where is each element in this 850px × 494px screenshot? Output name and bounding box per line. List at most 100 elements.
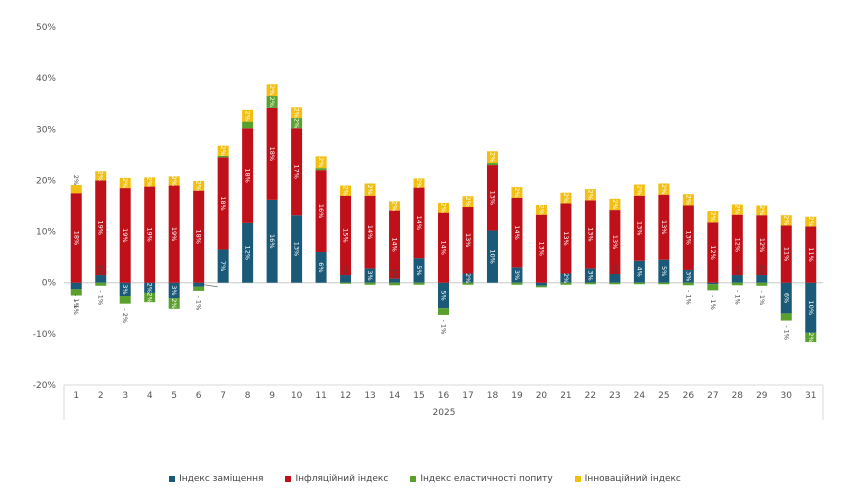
bar-segment	[462, 273, 474, 283]
x-tick-label: 27	[707, 391, 718, 401]
bar-segment	[682, 205, 694, 270]
bar-data-label: 19%	[146, 227, 154, 241]
x-tick-label: 18	[487, 391, 499, 401]
bar-data-label: 5%	[440, 290, 448, 300]
bar-segment	[535, 285, 547, 288]
bar-segment	[168, 185, 180, 283]
bar-segment	[584, 282, 596, 285]
bar-data-label: 2%	[195, 181, 203, 191]
bar-data-label: - 1%	[684, 290, 692, 305]
bar-data-label: 3%	[684, 271, 692, 281]
legend: Індекс заміщення Інфляційний індекс Індекс…	[0, 471, 850, 487]
bar-segment	[413, 282, 425, 285]
bar-data-label: 14%	[440, 240, 448, 254]
bar-data-label: 2%	[72, 175, 80, 185]
bar-data-label: 2%	[121, 178, 129, 188]
bar-segment	[731, 204, 743, 215]
bar-segment	[780, 282, 792, 314]
x-tick-label: 14	[389, 391, 401, 401]
bar-data-label: 13%	[537, 241, 545, 255]
bar-data-label: 5%	[415, 265, 423, 275]
bar-segment	[413, 187, 425, 259]
bar-data-label: 2%	[684, 195, 692, 205]
bar-data-label: 2%	[170, 298, 178, 308]
y-tick-label: 20%	[36, 176, 56, 186]
bar-data-label: 13%	[586, 227, 594, 241]
bar-data-label: - 1%	[72, 294, 80, 309]
bar-segment	[707, 282, 719, 285]
bar-data-label: 2%	[611, 264, 619, 274]
bar-data-label: 2%	[464, 196, 472, 206]
bar-data-label: 2%	[317, 157, 325, 167]
y-tick-label: 30%	[36, 125, 56, 135]
bar-segment	[707, 222, 719, 283]
bar-segment	[242, 109, 254, 122]
bar-data-label: 2%	[562, 273, 570, 283]
bar-data-label: 10%	[807, 301, 815, 315]
bar-segment	[95, 275, 107, 283]
bar-segment	[193, 286, 205, 291]
bar-segment	[389, 282, 401, 286]
bar-data-label: 14%	[513, 225, 521, 239]
bar-data-label: 13%	[635, 221, 643, 235]
bar-segment	[340, 195, 352, 276]
bar-data-label: 19%	[121, 228, 129, 242]
bar-data-label: 2%	[219, 146, 227, 156]
x-tick-label: 13	[364, 391, 375, 401]
bar-data-label: 2%	[342, 186, 350, 196]
bar-segment	[242, 121, 254, 129]
bar-data-label: 2%	[782, 215, 790, 225]
x-tick-label: 16	[438, 391, 450, 401]
bar-segment	[486, 230, 498, 283]
x-tick-label: 6	[196, 391, 202, 401]
bar-data-label: 2%	[97, 265, 105, 275]
bar-data-label: 2%	[537, 205, 545, 215]
bar-segment	[756, 215, 768, 276]
bar-segment	[70, 289, 82, 296]
bar-segment	[315, 156, 327, 169]
bar-data-label: 2%	[268, 85, 276, 95]
bar-segment	[266, 84, 278, 97]
bar-segment	[144, 292, 156, 303]
legend-item[interactable]: Інноваційний індекс	[574, 474, 681, 484]
bar-data-label: 3%	[586, 270, 594, 280]
bar-segment	[780, 215, 792, 226]
bar-segment	[291, 118, 303, 129]
bar-data-label: 7%	[219, 261, 227, 271]
bar-data-label: 6%	[782, 293, 790, 303]
bar-data-label: 1%	[391, 268, 399, 278]
bar-data-label: 2%	[366, 184, 374, 194]
bar-data-label: 2%	[807, 332, 815, 342]
bar-data-label: 6%	[317, 262, 325, 272]
x-tick-label: 8	[245, 391, 251, 401]
y-tick-label: 50%	[36, 23, 56, 33]
stacked-bar-chart: -20%-10%0%10%20%30%40%50%1 2 3 4 5 6 7 8 9 10 11 12…	[33, 23, 824, 420]
bar-segment	[340, 275, 352, 283]
y-tick-label: -10%	[33, 330, 57, 340]
bars-layer	[70, 84, 817, 343]
bar-segment	[242, 128, 254, 223]
bar-segment	[731, 214, 743, 276]
bar-data-label: 12%	[709, 245, 717, 259]
bar-data-label: 2%	[586, 190, 594, 200]
bar-segment	[364, 195, 376, 269]
bar-segment	[340, 282, 352, 284]
x-tick-label: 10	[291, 391, 303, 401]
legend-item[interactable]: Інфляційний індекс	[285, 474, 388, 484]
bar-data-label: 11%	[807, 247, 815, 261]
bar-data-label: 18%	[268, 147, 276, 161]
bar-data-label: - 1%	[440, 320, 448, 335]
legend-item[interactable]: Індекс заміщення	[169, 474, 263, 484]
bar-segment	[364, 183, 376, 196]
axis-layer: -20%-10%0%10%20%30%40%50%1 2 3 4 5 6 7 8 9 10 11 12…	[33, 23, 824, 420]
bar-segment	[584, 189, 596, 201]
bar-data-label: - 1%	[72, 300, 80, 315]
bar-data-label: 13%	[562, 231, 570, 245]
bar-segment	[291, 107, 303, 119]
bar-data-label: 19%	[170, 227, 178, 241]
legend-swatch	[574, 476, 581, 482]
bar-data-label: - 1%	[782, 325, 790, 340]
bar-segment	[756, 205, 768, 216]
legend-item[interactable]: Індекс еластичності попиту	[410, 474, 553, 484]
bar-data-label: 3%	[170, 285, 178, 295]
